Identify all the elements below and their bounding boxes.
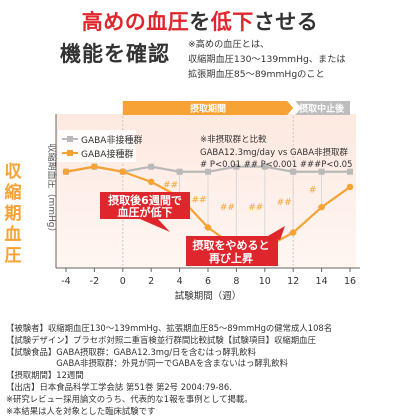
series-point [318,204,325,211]
x-tick-label: -4 [61,276,70,287]
x-tick-label: 12 [287,276,299,287]
callout-decrease-line2: 血圧が低下 [118,205,173,219]
significance-label: ## [248,203,263,213]
study-detail-line: 【試験食品】GABA摂取群：GABA12.3mg/日を含むはっ酵乳飲料 [6,346,256,357]
x-ticks: -4 -2 0 2 4 6 8 10 12 14 16 [61,268,356,287]
x-tick-label: 6 [205,276,211,287]
x-tick-label: 10 [259,276,271,287]
callout-rebound-line1: 摂取をやめると [193,238,270,252]
period-band-shape [122,101,294,115]
series-point [148,163,155,170]
x-tick-label: 8 [233,276,239,287]
definition-note-line3: 拡張期血圧85～89mmHgのこと [188,69,325,80]
definition-note-line1: ※高めの血圧とは、 [188,39,270,50]
period-band-1: 摂取中止後 [292,101,350,268]
series-lines [62,163,354,251]
significance-label: ## [220,203,235,213]
side-label: 収 縮 期 血 圧 [4,162,22,267]
series-point [290,229,297,236]
period-band-shape [295,101,350,115]
study-detail-line: GABA非摂取群：外見が同一でGABAを含まないはっ酵乳飲料 [6,358,288,369]
study-detail-line: 【試験デザイン】プラセボ対照二重盲検並行群間比較試験【試験項目】収縮期血圧 [6,334,316,345]
definition-note-line2: 収縮期血圧130～139mmHg、または [188,54,346,65]
study-details: 【被験者】収縮期血圧130～139mmHg、拡張期血圧85～89mmHgの健常成… [6,323,398,417]
comparison-note-line3: # P<0.01 ## P<0.001 ###P<0.05 [200,160,352,170]
callout-rebound-line2: 再び上昇 [209,251,253,265]
side-label-char: 圧 [4,246,22,266]
legend-series-1: GABA接種群 [81,148,133,160]
period-band-label: 摂取中止後 [299,103,345,115]
study-detail-line: ※本結果は人を対象とした臨床試験です [6,405,156,416]
headline-line2: 機能を確認 [60,42,170,66]
significance-label: ## [163,180,178,190]
series-point [148,178,155,186]
significance-label: ## [277,198,292,208]
headline-part1: 高めの血圧 [81,10,190,34]
study-detail-line: 【出店】日本食品科学工学会誌 第51巻 第2号 2004:79-86. [6,381,232,392]
series-point [261,163,268,170]
period-band-label: 摂取期間 [190,103,226,115]
definition-note: ※高めの血圧とは、 収縮期血圧130～139mmHg、または 拡張期血圧85～8… [188,37,398,82]
x-tick-label: 16 [344,276,356,287]
comparison-note: ※非摂取群と比較 GABA12.3mg/day vs GABA非摂取群 # P<… [200,134,352,170]
comparison-note-title: ※非摂取群と比較 [200,134,267,145]
study-detail-line: 【摂取期間】12週間 [6,370,84,381]
callout-decrease-line1: 摂取後6週間で [108,193,182,207]
side-label-char: 血 [4,225,22,245]
series-point [346,183,354,191]
study-detail-line: ※研究レビュー採用論文のうち、代表的な1報を事例として掲載。 [6,393,253,404]
series-point [290,168,297,175]
side-label-char: 縮 [4,183,22,203]
headline-part3: 低下 [210,10,254,34]
x-axis-label: 試験期間（週） [175,290,242,302]
series-point [62,168,70,175]
x-tick-label: 14 [316,276,328,287]
series-point [318,168,325,175]
study-detail-line: 【被験者】収縮期血圧130～139mmHg、拡張期血圧85～89mmHgの健常成… [6,323,333,333]
series-point [233,163,240,170]
series-point [205,168,211,175]
callout-rebound: 摂取をやめると 再び上昇 [186,226,285,266]
side-label-char: 収 [4,162,22,182]
series-point [176,168,183,175]
callout-decrease: 摂取後6週間で 血圧が低下 [100,192,190,232]
legend: GABA非接種群 GABA接種群 [58,130,142,162]
x-tick-label: -2 [90,276,99,287]
blood-pressure-chart: 摂取期間 摂取中止後 -4 -2 0 2 4 6 8 10 12 14 16 収縮期血圧（mmHg） … [46,101,360,302]
x-tick-label: 2 [148,276,154,287]
series-point [119,168,127,175]
legend-series-0: GABA非接種群 [81,134,142,146]
x-tick-label: 0 [120,276,126,287]
period-bands: 摂取期間 摂取中止後 [122,101,350,268]
side-label-char: 期 [4,204,22,224]
significance-label: ## [191,196,206,206]
comparison-note-line2: GABA12.3mg/day vs GABA非摂取群 [200,147,349,158]
y-axis-label: 収縮期血圧（mmHg） [46,143,58,236]
headline: 高めの血圧を低下させる [0,6,400,36]
series-point [347,168,353,175]
headline-part4: させる [253,10,319,34]
headline-part2: を [189,10,211,34]
significance-label: # [309,185,317,195]
series-point [204,224,212,231]
series-point [91,163,98,170]
x-tick-label: 4 [177,276,183,287]
